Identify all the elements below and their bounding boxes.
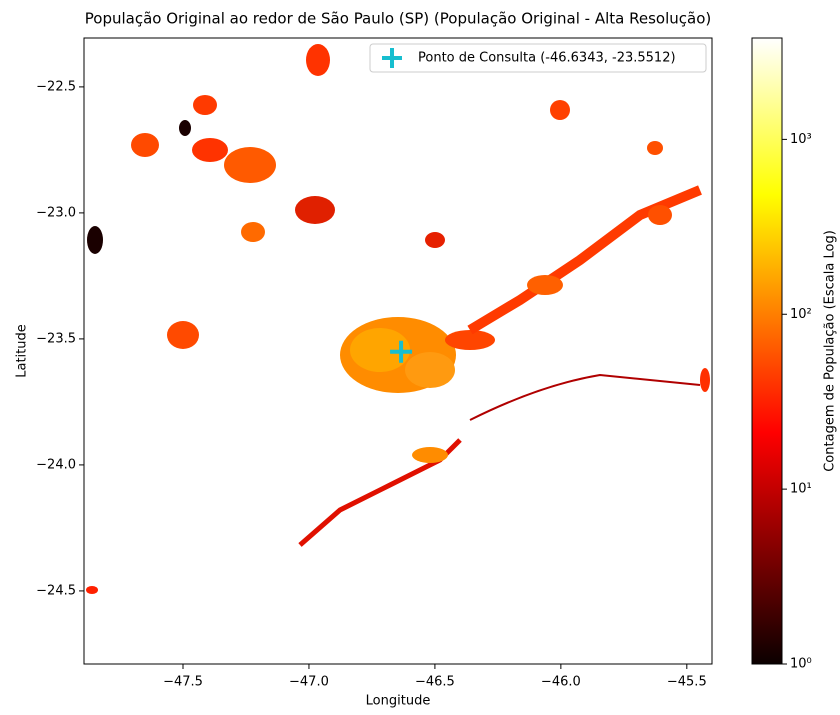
legend: Ponto de Consulta (-46.6343, -23.5512) — [369, 43, 707, 73]
colorbar — [751, 37, 783, 665]
urban-area — [295, 196, 335, 224]
query-point — [390, 340, 413, 363]
urban-area — [306, 44, 330, 76]
urban-area — [87, 226, 103, 254]
colorbar-tick-label: 10² — [790, 307, 812, 322]
coast-urban — [469, 373, 701, 421]
x-tick-label: −46.5 — [415, 675, 455, 690]
urban-area — [350, 328, 410, 372]
plot-frame — [83, 37, 713, 665]
urban-area — [700, 368, 710, 392]
x-tick-label: −47.0 — [289, 675, 329, 690]
colorbar-tick-label: 10¹ — [790, 482, 812, 497]
urban-area — [224, 147, 276, 183]
legend-marker — [382, 48, 402, 68]
y-tick-label: −23.0 — [36, 205, 76, 220]
urban-area — [86, 586, 98, 594]
colorbar-label: Contagem de População (Escala Log) — [823, 230, 838, 472]
y-axis-label: Latitude — [15, 324, 30, 378]
population-raster — [86, 44, 710, 594]
urban-area — [550, 100, 570, 120]
urban-area — [241, 222, 265, 242]
urban-area — [167, 321, 199, 349]
chart-title: População Original ao redor de São Paulo… — [85, 10, 712, 28]
x-tick-label: −47.5 — [163, 675, 203, 690]
urban-area — [192, 138, 228, 162]
urban-area — [648, 205, 672, 225]
urban-area — [193, 95, 217, 115]
urban-area — [131, 133, 159, 157]
urban-area — [527, 275, 563, 295]
urban-area — [425, 232, 445, 248]
colorbar-tick-label: 10³ — [790, 132, 812, 147]
x-tick-label: −46.0 — [541, 675, 581, 690]
y-tick-label: −22.5 — [36, 79, 76, 94]
colorbar-tick-label: 10⁰ — [790, 657, 812, 672]
y-tick-label: −24.5 — [36, 583, 76, 598]
x-tick-label: −45.5 — [667, 675, 707, 690]
y-tick-label: −24.0 — [36, 457, 76, 472]
urban-area — [179, 120, 191, 136]
urban-area — [405, 352, 455, 388]
legend-label: Ponto de Consulta (-46.6343, -23.5512) — [418, 51, 676, 66]
x-axis-label: Longitude — [366, 694, 431, 709]
legend-box — [369, 43, 707, 73]
urban-area — [412, 447, 448, 463]
urban-area — [445, 330, 495, 350]
y-tick-label: −23.5 — [36, 331, 76, 346]
urban-area — [647, 141, 663, 155]
